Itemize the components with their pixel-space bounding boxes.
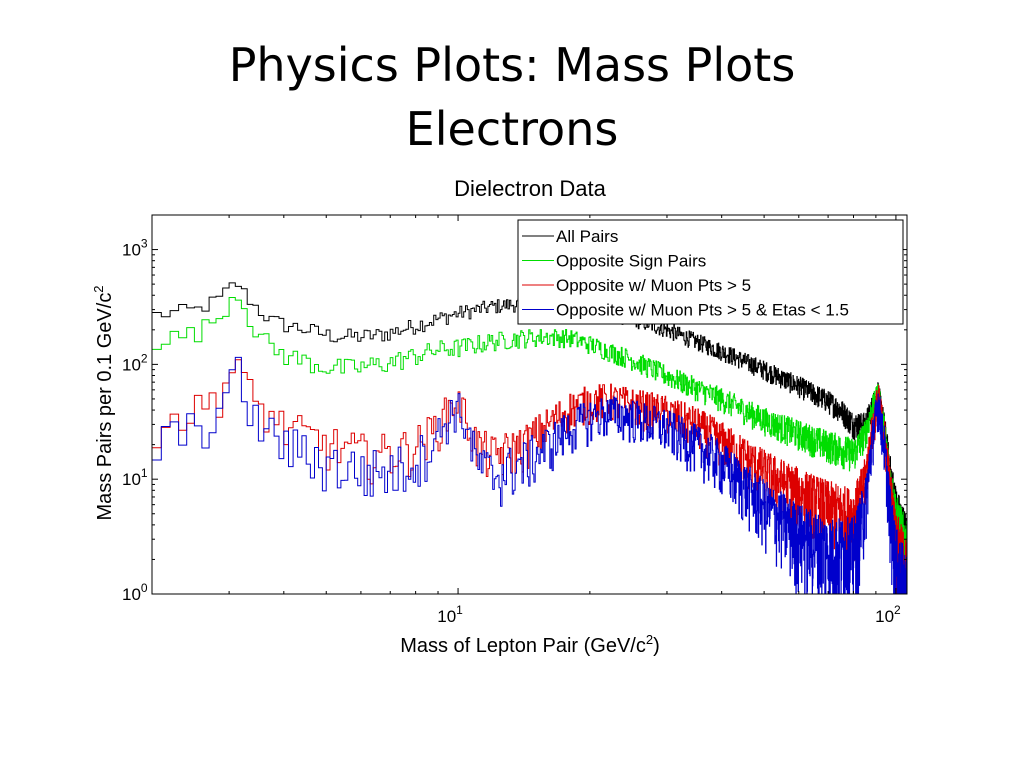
y-tick-label: 103 xyxy=(122,237,148,260)
y-axis-label: Mass Pairs per 0.1 GeV/c2 xyxy=(91,285,116,520)
slide-subtitle: Electrons xyxy=(405,102,619,156)
legend: All Pairs Opposite Sign Pairs Opposite w/ … xyxy=(517,219,904,325)
y-tick-label: 102 xyxy=(122,351,148,374)
legend-label-3: Opposite w/ Muon Pts > 5 xyxy=(556,276,751,295)
axes-frame xyxy=(151,214,908,595)
legend-box xyxy=(517,219,904,325)
y-tick-label: 100 xyxy=(122,581,148,604)
x-axis-label: Mass of Lepton Pair (GeV/c2) xyxy=(400,632,660,657)
series-line-4 xyxy=(152,356,908,595)
series-line-2 xyxy=(152,297,908,595)
legend-label-2: Opposite Sign Pairs xyxy=(556,252,706,271)
x-tick-label: 101 xyxy=(437,603,463,626)
x-tick-label: 102 xyxy=(875,603,901,626)
legend-label-1: All Pairs xyxy=(556,227,618,246)
slide-title: Physics Plots: Mass Plots xyxy=(228,38,796,92)
y-tick-label: 101 xyxy=(122,466,148,489)
chart-title: Dielectron Data xyxy=(454,176,606,201)
axes-group: 100 101 102 103 101 102 xyxy=(122,214,908,626)
legend-label-4: Opposite w/ Muon Pts > 5 & Etas < 1.5 xyxy=(556,301,849,320)
